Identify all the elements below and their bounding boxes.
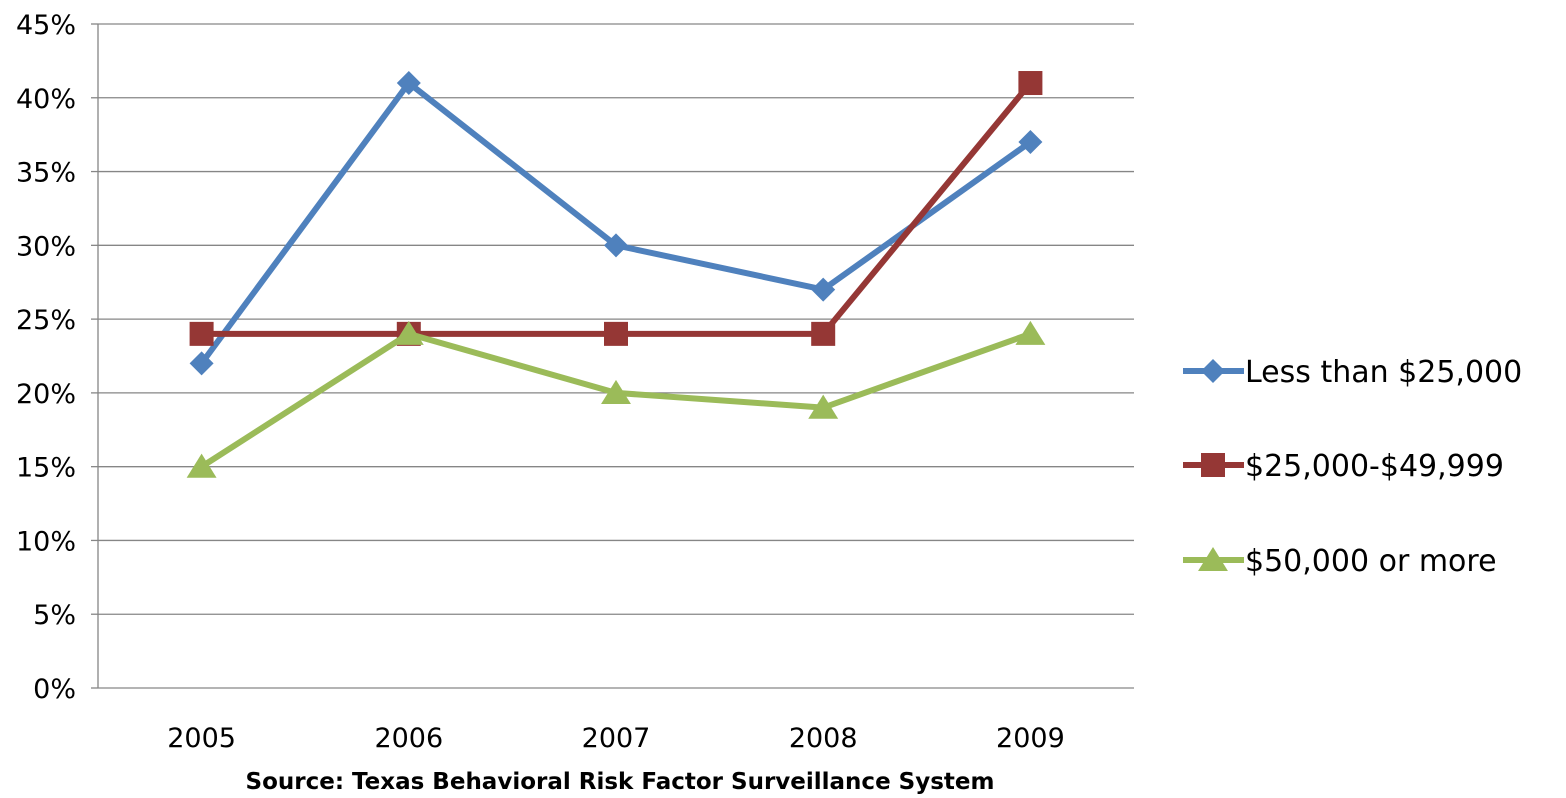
legend-marker (1201, 359, 1225, 383)
y-tick-label: 45% (16, 10, 76, 41)
series-2 (189, 71, 1043, 346)
legend-label: Less than $25,000 (1245, 355, 1522, 390)
series-3 (186, 320, 1046, 478)
y-tick-label: 40% (16, 84, 76, 115)
x-tick-label: 2007 (582, 723, 651, 754)
legend-item: $50,000 or more (1183, 544, 1497, 579)
y-tick-label: 5% (33, 600, 76, 631)
data-point-marker (808, 394, 839, 419)
axes (91, 23, 1134, 689)
data-point-marker (186, 453, 217, 478)
data-point-marker (189, 351, 214, 376)
data-point-marker (604, 233, 628, 258)
y-tick-label: 20% (16, 379, 76, 410)
y-tick-label: 15% (16, 453, 76, 484)
data-point-marker (393, 320, 424, 345)
data-point-marker (189, 321, 214, 346)
legend: Less than $25,000 $25,000-$49,999 $50,000 … (1183, 355, 1522, 579)
x-axis-tick-labels: 2005 2006 2007 2008 2009 (167, 723, 1065, 754)
data-point-marker (1018, 130, 1043, 155)
legend-item: Less than $25,000 (1183, 355, 1522, 390)
legend-label: $25,000-$49,999 (1245, 449, 1504, 484)
data-point-marker (811, 321, 836, 346)
y-tick-label: 0% (33, 674, 76, 705)
legend-marker (1201, 453, 1225, 477)
data-point-marker (604, 321, 628, 346)
series-line (198, 80, 1034, 367)
data-point-marker (1018, 71, 1043, 96)
series-lines (186, 71, 1046, 478)
data-point-marker (1015, 320, 1046, 345)
legend-marker (1198, 547, 1228, 572)
y-tick-label: 10% (16, 526, 76, 557)
legend-label: $50,000 or more (1245, 544, 1497, 579)
data-point-marker (396, 71, 421, 96)
data-point-marker (601, 379, 631, 404)
y-tick-label: 25% (16, 305, 76, 336)
gridlines (98, 23, 1134, 615)
x-tick-label: 2009 (996, 723, 1065, 754)
x-tick-label: 2005 (167, 723, 236, 754)
x-axis-source-label: Source: Texas Behavioral Risk Factor Sur… (246, 769, 995, 795)
data-point-marker (811, 277, 836, 302)
series-1 (189, 71, 1043, 376)
series-line (198, 80, 1034, 337)
x-tick-label: 2006 (374, 723, 443, 754)
legend-item: $25,000-$49,999 (1183, 449, 1504, 484)
x-tick-label: 2008 (789, 723, 858, 754)
y-tick-label: 30% (16, 231, 76, 262)
y-axis-tick-labels: 0% 5% 10% 15% 20% 25% 30% 35% 40% 45% (16, 10, 76, 705)
y-tick-label: 35% (16, 158, 76, 189)
